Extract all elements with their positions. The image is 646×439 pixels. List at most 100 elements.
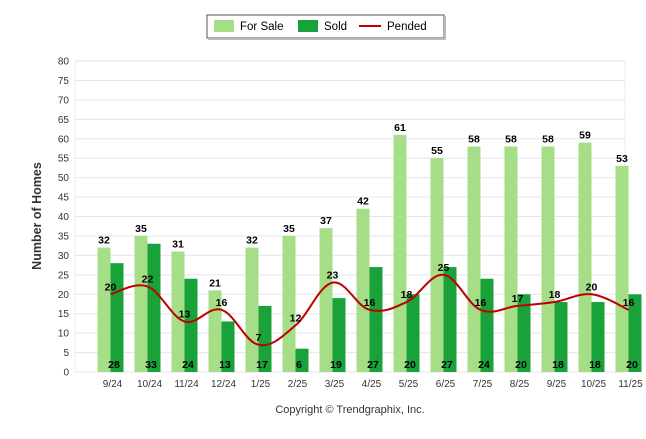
x-tick-label: 8/25 bbox=[510, 379, 530, 390]
y-tick-label: 40 bbox=[58, 212, 70, 223]
x-tick-label: 1/25 bbox=[251, 379, 271, 390]
bar-for-sale bbox=[245, 247, 259, 372]
data-label-pended: 18 bbox=[549, 289, 561, 301]
data-label-for-sale: 61 bbox=[394, 122, 406, 134]
data-label-for-sale: 58 bbox=[505, 134, 517, 146]
data-label-sold: 24 bbox=[478, 359, 490, 371]
data-label-pended: 7 bbox=[256, 332, 262, 344]
y-axis-ticks: 0 5 10 15 20 25 30 35 40 45 50 55 60 65 70 75 80 bbox=[58, 57, 70, 379]
bar-sold bbox=[480, 278, 494, 372]
data-label-pended: 16 bbox=[364, 297, 376, 309]
y-tick-label: 80 bbox=[58, 57, 70, 68]
y-gridlines bbox=[75, 60, 625, 373]
data-label-pended: 17 bbox=[512, 293, 524, 305]
data-label-for-sale: 32 bbox=[98, 235, 110, 247]
data-label-for-sale: 53 bbox=[616, 153, 628, 165]
data-label-sold: 20 bbox=[404, 359, 416, 371]
x-tick-label: 9/24 bbox=[103, 379, 123, 390]
data-label-for-sale: 42 bbox=[357, 196, 369, 208]
x-tick-label: 11/24 bbox=[174, 379, 199, 390]
data-label-pended: 18 bbox=[401, 289, 413, 301]
data-label-sold: 20 bbox=[515, 359, 527, 371]
data-label-for-sale: 35 bbox=[135, 223, 147, 235]
data-label-sold: 17 bbox=[256, 359, 268, 371]
bar-sold bbox=[628, 294, 642, 372]
y-tick-label: 10 bbox=[58, 329, 70, 340]
bar-for-sale bbox=[356, 208, 370, 372]
data-label-for-sale: 37 bbox=[320, 215, 332, 227]
bar-sold bbox=[406, 294, 420, 372]
bar-sold bbox=[332, 298, 346, 372]
data-label-pended: 23 bbox=[327, 270, 339, 282]
bar-sold bbox=[443, 267, 457, 372]
bar-for-sale bbox=[504, 146, 518, 372]
x-tick-label: 11/25 bbox=[618, 379, 643, 390]
x-tick-label: 12/24 bbox=[211, 379, 236, 390]
bar-for-sale bbox=[393, 134, 407, 372]
data-label-sold: 27 bbox=[441, 359, 453, 371]
data-label-sold: 18 bbox=[552, 359, 564, 371]
bar-for-sale bbox=[578, 142, 592, 372]
data-label-sold: 27 bbox=[367, 359, 379, 371]
y-tick-label: 35 bbox=[58, 231, 70, 242]
bar-for-sale bbox=[282, 235, 296, 372]
y-tick-label: 15 bbox=[58, 309, 70, 320]
data-label-for-sale: 32 bbox=[246, 235, 258, 247]
x-tick-label: 5/25 bbox=[399, 379, 419, 390]
bar-sold bbox=[221, 321, 235, 372]
bar-sold bbox=[517, 294, 531, 372]
data-label-sold: 33 bbox=[145, 359, 157, 371]
x-tick-label: 4/25 bbox=[362, 379, 382, 390]
bar-for-sale bbox=[134, 235, 148, 372]
x-tick-label: 10/24 bbox=[137, 379, 162, 390]
data-label-sold: 18 bbox=[589, 359, 601, 371]
copyright-footer: Copyright © Trendgraphix, Inc. bbox=[275, 404, 424, 416]
bar-sold bbox=[184, 278, 198, 372]
bar-sold bbox=[258, 305, 272, 372]
data-label-pended: 12 bbox=[290, 312, 302, 324]
data-label-for-sale: 31 bbox=[172, 238, 184, 250]
bar-for-sale bbox=[171, 251, 185, 372]
data-label-pended: 22 bbox=[142, 273, 154, 285]
bar-sold bbox=[110, 263, 124, 372]
y-tick-label: 0 bbox=[63, 368, 69, 379]
data-label-sold: 19 bbox=[330, 359, 342, 371]
y-tick-label: 25 bbox=[58, 270, 70, 281]
x-tick-label: 7/25 bbox=[473, 379, 493, 390]
x-axis-ticks: 9/24 10/24 11/24 12/24 1/25 2/25 3/25 4/25 5/25 6… bbox=[103, 379, 643, 390]
bar-for-sale bbox=[97, 247, 111, 372]
data-label-for-sale: 35 bbox=[283, 223, 295, 235]
x-tick-label: 6/25 bbox=[436, 379, 456, 390]
data-label-for-sale: 59 bbox=[579, 130, 591, 142]
x-tick-label: 3/25 bbox=[325, 379, 345, 390]
bar-sold bbox=[295, 348, 309, 372]
data-label-for-sale: 55 bbox=[431, 145, 443, 157]
data-label-sold: 6 bbox=[296, 359, 302, 371]
bar-sold bbox=[554, 302, 568, 372]
data-label-pended: 20 bbox=[105, 281, 117, 293]
bar-for-sale bbox=[467, 146, 481, 372]
y-tick-label: 50 bbox=[58, 173, 70, 184]
bar-for-sale bbox=[541, 146, 555, 372]
legend-swatch-sold bbox=[298, 20, 318, 32]
series-line-pended bbox=[110, 273, 629, 347]
y-tick-label: 30 bbox=[58, 251, 70, 262]
y-tick-label: 60 bbox=[58, 134, 70, 145]
data-label-sold: 28 bbox=[108, 359, 120, 371]
bar-for-sale bbox=[319, 228, 333, 372]
bar-sold bbox=[147, 243, 161, 372]
bar-sold bbox=[591, 302, 605, 372]
data-label-sold: 20 bbox=[626, 359, 638, 371]
y-tick-label: 45 bbox=[58, 193, 70, 204]
bar-for-sale bbox=[615, 165, 629, 372]
legend-label-for-sale: For Sale bbox=[240, 21, 283, 33]
data-label-sold: 24 bbox=[182, 359, 194, 371]
x-tick-label: 10/25 bbox=[581, 379, 606, 390]
y-tick-label: 5 bbox=[63, 348, 69, 359]
x-tick-label: 9/25 bbox=[547, 379, 567, 390]
bar-for-sale bbox=[430, 158, 444, 372]
legend: For Sale Sold Pended bbox=[206, 14, 446, 40]
y-tick-label: 75 bbox=[58, 76, 70, 87]
legend-swatch-for-sale bbox=[214, 20, 234, 32]
